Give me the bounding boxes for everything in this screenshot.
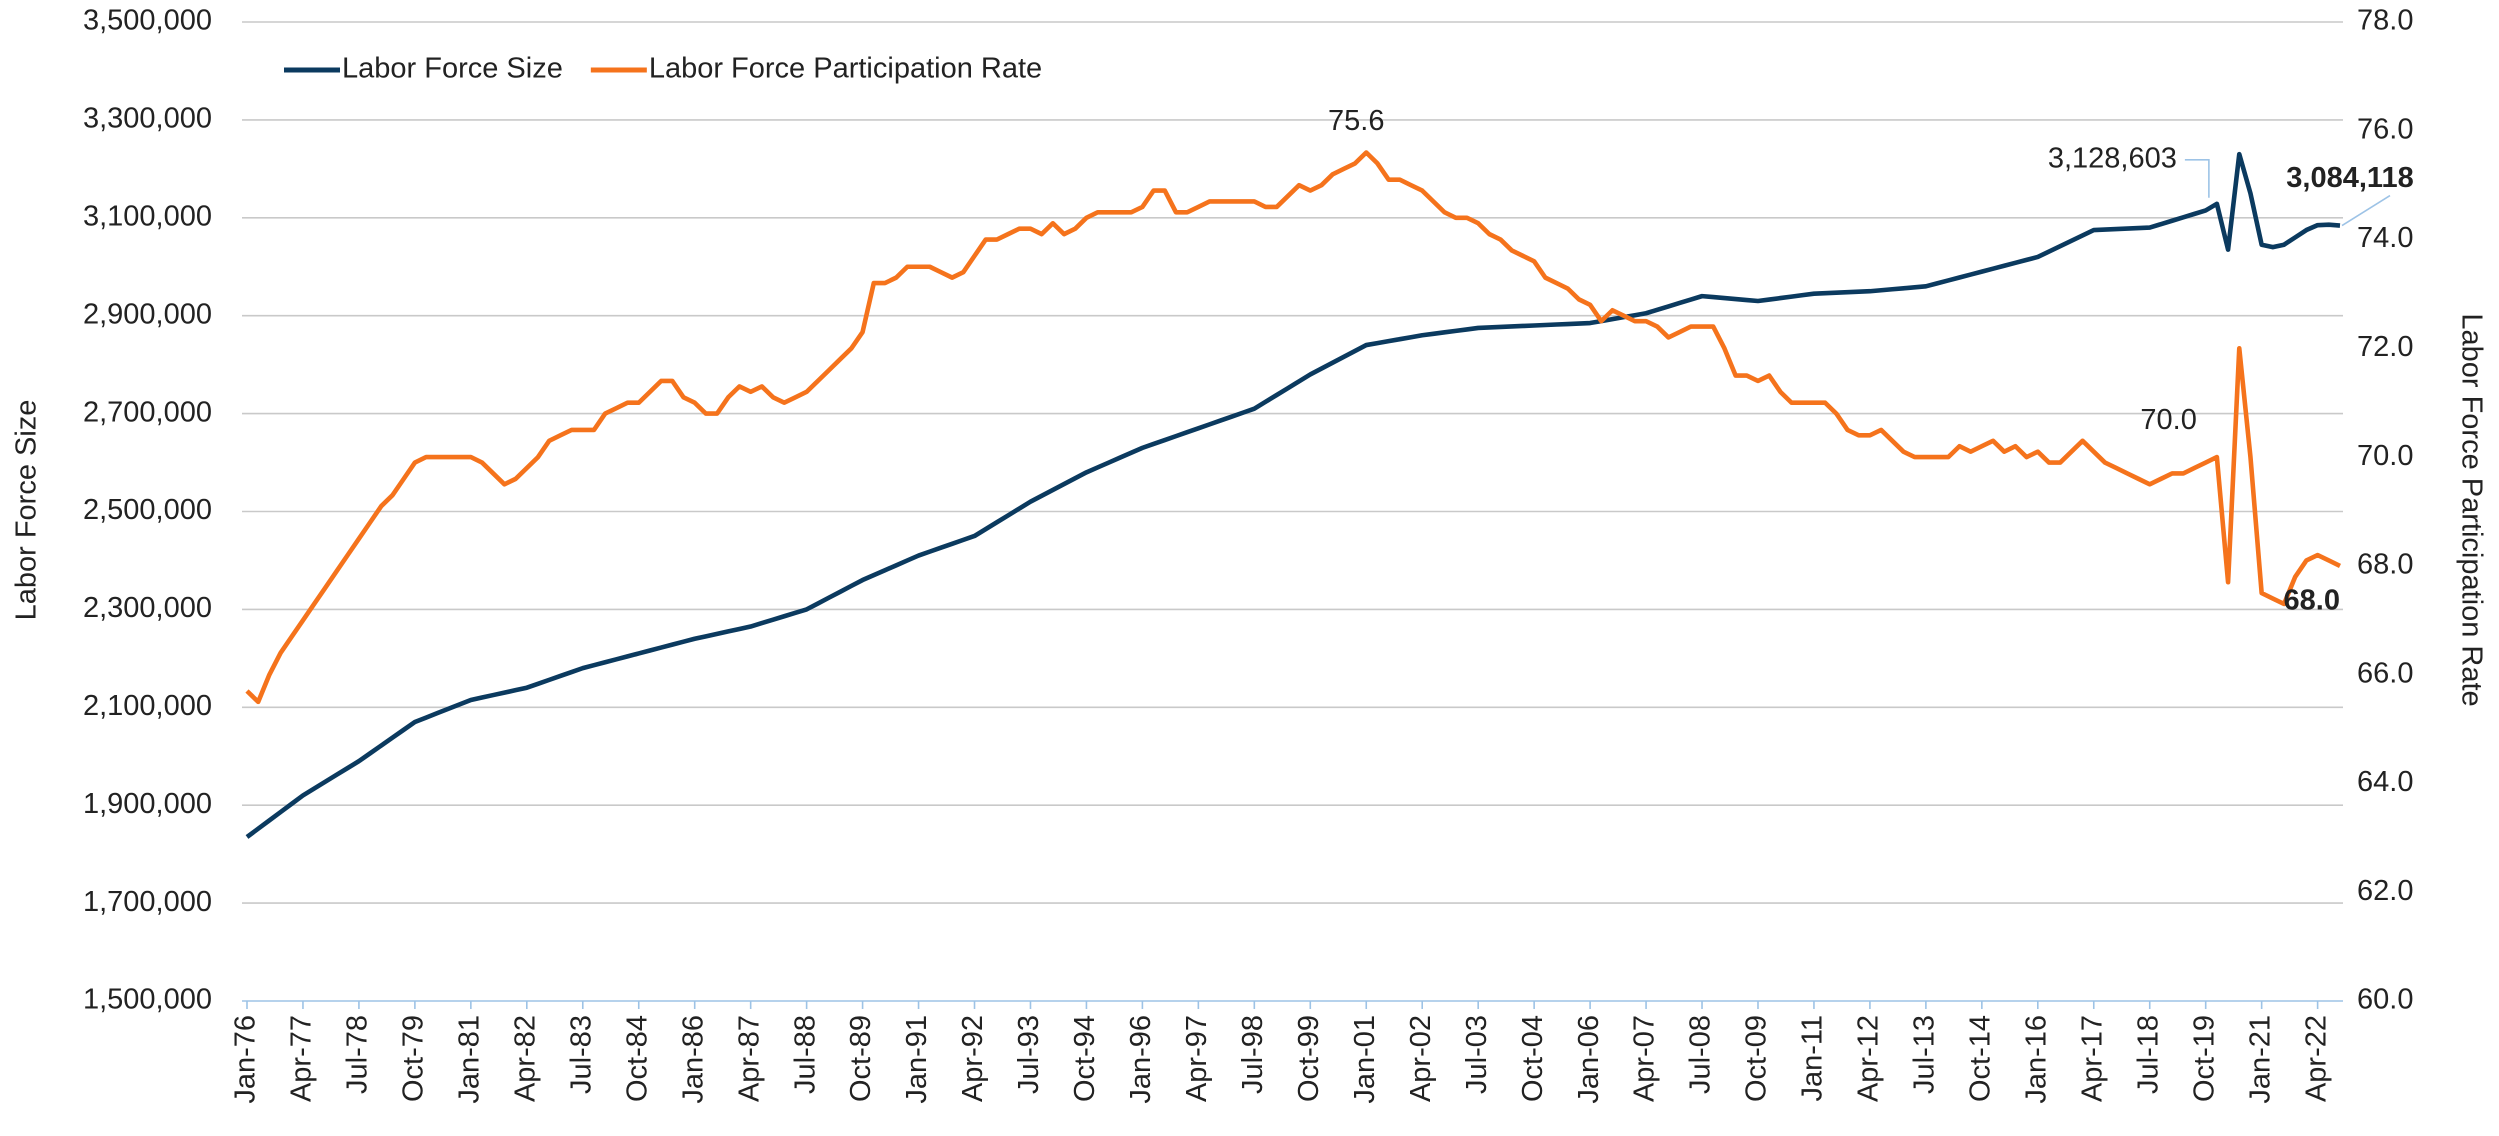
x-tick-label: Oct-04 [1517, 1015, 1549, 1102]
x-tick-label: Apr-17 [2076, 1015, 2108, 1102]
x-tick-label: Jan-06 [1573, 1015, 1605, 1104]
y-tick-label: 3,100,000 [83, 200, 212, 232]
x-tick-label: Oct-94 [1069, 1015, 1101, 1102]
y-tick-label: 3,300,000 [83, 103, 212, 135]
annotation: 3,128,603 [2048, 142, 2177, 174]
annotation: 68.0 [2284, 585, 2340, 617]
x-tick-label: Jan-96 [1125, 1015, 1157, 1104]
x-tick-label: Jan-16 [2020, 1015, 2052, 1104]
annotation: 70.0 [2140, 404, 2196, 436]
x-tick-label: Oct-84 [621, 1015, 653, 1102]
y2-tick-label: 66.0 [2357, 657, 2413, 689]
x-tick-label: Jan-11 [1797, 1015, 1829, 1102]
annotation: 3,084,118 [2286, 162, 2413, 194]
x-tick-label: Oct-19 [2188, 1015, 2220, 1102]
y-tick-label: 1,700,000 [83, 886, 212, 918]
x-tick-label: Jul-78 [342, 1015, 374, 1094]
x-tick-label: Apr-97 [1181, 1015, 1213, 1102]
x-tick-label: Jul-98 [1237, 1015, 1269, 1094]
y2-tick-label: 78.0 [2357, 5, 2413, 37]
y-tick-label: 2,700,000 [83, 396, 212, 428]
x-tick-label: Oct-09 [1741, 1015, 1773, 1102]
x-tick-label: Jan-76 [230, 1015, 262, 1104]
legend-label: Labor Force Size [342, 53, 563, 85]
x-tick-label: Apr-07 [1629, 1015, 1661, 1102]
x-tick-label: Apr-77 [286, 1015, 318, 1102]
x-tick-label: Apr-22 [2300, 1015, 2332, 1102]
x-tick-label: Jan-01 [1349, 1015, 1381, 1104]
x-tick-label: Apr-02 [1405, 1015, 1437, 1102]
y2-axis-label: Labor Force Participation Rate [2455, 313, 2487, 706]
x-tick-label: Oct-89 [845, 1015, 877, 1102]
y2-tick-label: 74.0 [2357, 222, 2413, 254]
x-tick-label: Apr-12 [1853, 1015, 1885, 1102]
y-tick-label: 1,900,000 [83, 788, 212, 820]
y2-tick-label: 68.0 [2357, 549, 2413, 581]
y-tick-label: 2,900,000 [83, 298, 212, 330]
x-tick-label: Jul-03 [1461, 1015, 1493, 1094]
y-tick-label: 3,500,000 [83, 5, 212, 37]
series-line [245, 150, 2342, 705]
y2-tick-label: 70.0 [2357, 440, 2413, 472]
x-tick-label: Jul-93 [1013, 1015, 1045, 1094]
y-tick-label: 1,500,000 [83, 984, 212, 1016]
y2-tick-label: 64.0 [2357, 766, 2413, 798]
x-tick-label: Apr-92 [957, 1015, 989, 1102]
x-tick-label: Jul-08 [1685, 1015, 1717, 1094]
x-tick-label: Oct-79 [398, 1015, 430, 1102]
y-tick-label: 2,300,000 [83, 592, 212, 624]
y-tick-label: 2,500,000 [83, 494, 212, 526]
x-tick-label: Jan-81 [454, 1015, 486, 1104]
leader-line [2341, 194, 2391, 227]
x-tick-label: Jan-91 [901, 1015, 933, 1104]
y2-tick-label: 76.0 [2357, 113, 2413, 145]
series-line [245, 151, 2341, 839]
x-tick-label: Jul-88 [789, 1015, 821, 1094]
y2-tick-label: 60.0 [2357, 984, 2413, 1016]
y2-tick-label: 72.0 [2357, 331, 2413, 363]
x-tick-label: Jul-18 [2132, 1015, 2164, 1094]
annotation: 75.6 [1328, 105, 1384, 137]
legend-label: Labor Force Participation Rate [649, 53, 1042, 85]
x-tick-label: Jul-83 [565, 1015, 597, 1094]
y-axis-label: Labor Force Size [11, 400, 43, 621]
x-tick-label: Jan-86 [677, 1015, 709, 1104]
x-tick-label: Apr-82 [509, 1015, 541, 1102]
y2-tick-label: 62.0 [2357, 875, 2413, 907]
x-tick-label: Jul-13 [1909, 1015, 1941, 1094]
x-tick-label: Apr-87 [733, 1015, 765, 1102]
x-tick-label: Oct-14 [1964, 1015, 1996, 1102]
x-tick-label: Jan-21 [2244, 1015, 2276, 1104]
y-tick-label: 2,100,000 [83, 690, 212, 722]
leader-line [2184, 158, 2210, 198]
x-tick-label: Oct-99 [1293, 1015, 1325, 1102]
